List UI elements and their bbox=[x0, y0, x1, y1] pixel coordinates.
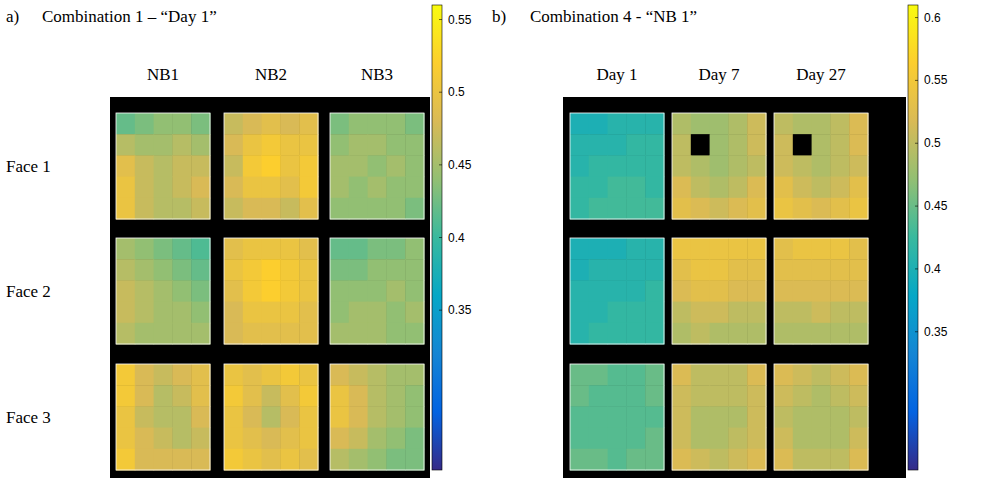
svg-text:0.55: 0.55 bbox=[448, 13, 472, 27]
svg-text:Face 2: Face 2 bbox=[6, 282, 51, 301]
svg-text:Face 1: Face 1 bbox=[6, 157, 51, 176]
svg-text:Day 27: Day 27 bbox=[796, 65, 846, 84]
svg-text:NB3: NB3 bbox=[361, 65, 393, 84]
svg-text:0.35: 0.35 bbox=[924, 325, 948, 339]
svg-text:0.45: 0.45 bbox=[924, 199, 948, 213]
svg-text:0.55: 0.55 bbox=[924, 73, 948, 87]
svg-text:NB2: NB2 bbox=[255, 65, 287, 84]
svg-text:Face 3: Face 3 bbox=[6, 408, 51, 427]
svg-text:NB1: NB1 bbox=[147, 65, 179, 84]
svg-text:0.4: 0.4 bbox=[448, 231, 465, 245]
svg-text:0.5: 0.5 bbox=[924, 136, 941, 150]
svg-text:a): a) bbox=[6, 7, 19, 26]
svg-text:Combination 1 – “Day 1”: Combination 1 – “Day 1” bbox=[42, 7, 217, 26]
svg-text:Day 7: Day 7 bbox=[698, 65, 740, 84]
svg-text:0.4: 0.4 bbox=[924, 262, 941, 276]
svg-text:0.35: 0.35 bbox=[448, 303, 472, 317]
svg-text:Day 1: Day 1 bbox=[596, 65, 637, 84]
svg-text:0.6: 0.6 bbox=[924, 11, 941, 25]
svg-text:0.5: 0.5 bbox=[448, 85, 465, 99]
svg-text:0.45: 0.45 bbox=[448, 158, 472, 172]
svg-text:b): b) bbox=[492, 7, 506, 26]
svg-text:Combination 4 - “NB 1”: Combination 4 - “NB 1” bbox=[530, 7, 697, 26]
